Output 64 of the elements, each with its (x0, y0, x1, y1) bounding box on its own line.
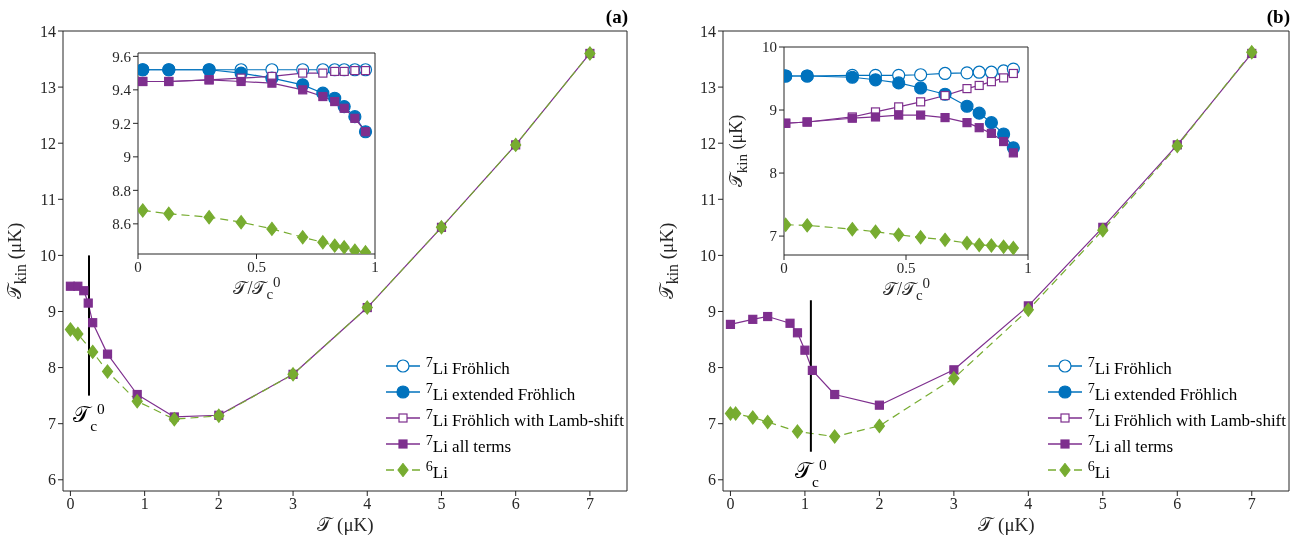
x-axis-title: 𝒯 (μK) (977, 514, 1036, 536)
y-tick-label: 9 (48, 303, 56, 321)
x-tick-label: 5 (1098, 495, 1107, 513)
legend-label: $^{7}$Li Fröhlich (425, 353, 510, 379)
y-tick-label: 8.6 (112, 216, 132, 233)
y-tick-label: 14 (40, 22, 56, 40)
x-tick-label: 2 (214, 495, 223, 513)
chart-title: (a) (604, 6, 628, 28)
y-tick-label: 8 (769, 165, 777, 182)
x-tick-label: 0 (134, 258, 142, 275)
legend-label: $^{6}$Li (425, 457, 448, 483)
y-tick-label: 13 (40, 78, 56, 96)
y-tick-label: 9.6 (112, 48, 132, 65)
y-tick-label: 12 (700, 134, 716, 152)
y-tick-label: 13 (700, 78, 716, 96)
legend-label: $^{7}$Li Fröhlich with Lamb-shift (425, 405, 624, 431)
x-tick-label: 1 (371, 258, 379, 275)
x-tick-label: 4 (1024, 495, 1033, 513)
y-tick-label: 6 (48, 471, 56, 489)
x-tick-label: 4 (363, 495, 372, 513)
y-tick-label: 8 (48, 359, 56, 377)
legend-label: $^{7}$Li Fröhlich (1087, 353, 1172, 379)
y-tick-label: 6 (708, 471, 716, 489)
x-tick-label: 0 (726, 495, 735, 513)
legend-label: $^{7}$Li all terms (425, 431, 512, 457)
y-tick-label: 10 (40, 247, 56, 265)
legend-label: $^{7}$Li extended Fröhlich (425, 379, 576, 405)
y-tick-label: 7 (708, 415, 716, 433)
y-tick-label: 14 (700, 22, 716, 40)
y-tick-label: 10 (762, 39, 777, 56)
x-tick-label: 6 (511, 495, 520, 513)
x-tick-label: 1 (1024, 259, 1032, 276)
y-tick-label: 10 (700, 247, 716, 265)
x-tick-label: 3 (949, 495, 958, 513)
y-tick-label: 7 (769, 228, 778, 245)
x-axis-title: 𝒯 (μK) (316, 514, 375, 536)
legend-label: $^{7}$Li Fröhlich with Lamb-shift (1087, 405, 1286, 431)
y-tick-label: 7 (48, 415, 56, 433)
x-tick-label: 6 (1173, 495, 1182, 513)
y-tick-label: 9 (123, 149, 131, 166)
y-tick-label: 9 (708, 303, 716, 321)
chart-title: (b) (1265, 6, 1290, 28)
x-tick-label: 0 (780, 259, 788, 276)
legend-label: $^{6}$Li (1087, 457, 1110, 483)
y-tick-label: 8 (708, 359, 716, 377)
legend-label: $^{7}$Li extended Fröhlich (1087, 379, 1238, 405)
y-tick-label: 9.4 (112, 82, 132, 99)
y-tick-label: 9 (769, 102, 777, 119)
x-tick-label: 7 (1247, 495, 1256, 513)
x-tick-label: 5 (437, 495, 446, 513)
x-tick-label: 1 (140, 495, 149, 513)
legend-label: $^{7}$Li all terms (1087, 431, 1174, 457)
x-tick-label: 2 (875, 495, 884, 513)
y-tick-label: 12 (40, 134, 56, 152)
y-tick-label: 8.8 (112, 182, 131, 199)
x-tick-label: 7 (585, 495, 594, 513)
x-tick-label: 3 (289, 495, 298, 513)
y-tick-label: 11 (700, 190, 716, 208)
y-tick-label: 11 (40, 190, 56, 208)
x-tick-label: 0 (66, 495, 75, 513)
x-tick-label: 1 (800, 495, 809, 513)
y-tick-label: 9.2 (112, 115, 131, 132)
x-tick-label: 0.5 (247, 258, 266, 275)
x-tick-label: 0.5 (896, 259, 916, 276)
